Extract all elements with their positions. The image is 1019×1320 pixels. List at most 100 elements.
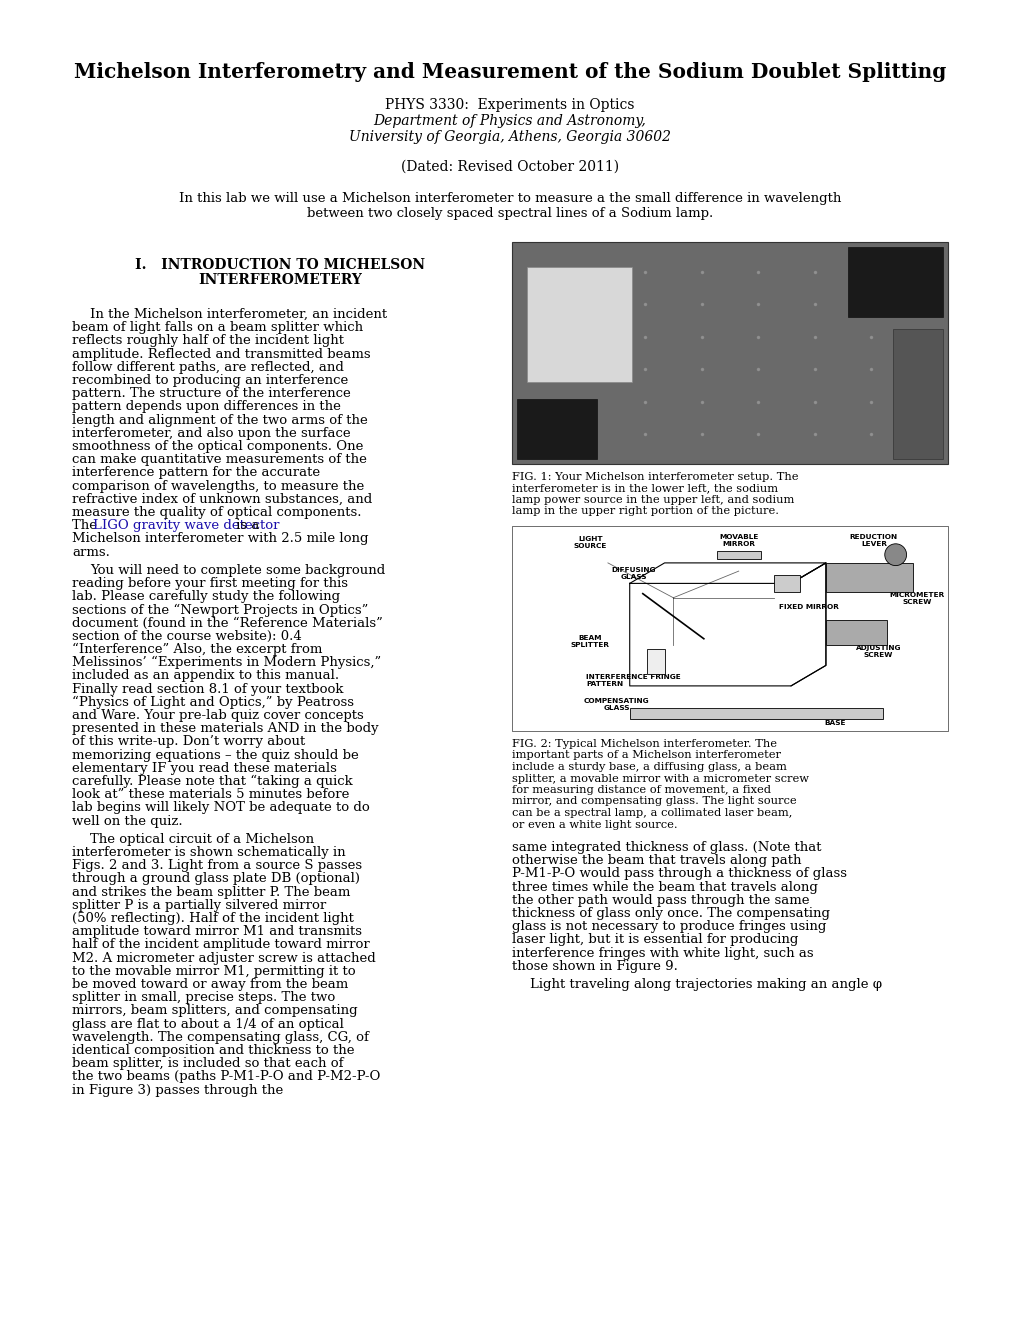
Text: and strikes the beam splitter P. The beam: and strikes the beam splitter P. The bea… (72, 886, 351, 899)
Text: In the Michelson interferometer, an incident: In the Michelson interferometer, an inci… (90, 308, 387, 321)
Text: Light traveling along trajectories making an angle φ: Light traveling along trajectories makin… (530, 978, 881, 991)
Text: INTERFEROMETER
BASE: INTERFEROMETER BASE (797, 713, 871, 726)
Text: presented in these materials AND in the body: presented in these materials AND in the … (72, 722, 378, 735)
Text: glass is not necessary to produce fringes using: glass is not necessary to produce fringe… (512, 920, 825, 933)
Text: document (found in the “Reference Materials”: document (found in the “Reference Materi… (72, 616, 382, 630)
Text: is a: is a (231, 519, 259, 532)
Text: pattern. The structure of the interference: pattern. The structure of the interferen… (72, 387, 351, 400)
Text: In this lab we will use a Michelson interferometer to measure a the small differ: In this lab we will use a Michelson inte… (178, 191, 841, 205)
Text: memorizing equations – the quiz should be: memorizing equations – the quiz should b… (72, 748, 359, 762)
Text: refractive index of unknown substances, and: refractive index of unknown substances, … (72, 492, 372, 506)
Text: amplitude. Reflected and transmitted beams: amplitude. Reflected and transmitted bea… (72, 347, 370, 360)
Text: same integrated thickness of glass. (Note that: same integrated thickness of glass. (Not… (512, 841, 820, 854)
Text: (50% reflecting). Half of the incident light: (50% reflecting). Half of the incident l… (72, 912, 354, 925)
Bar (517, 399, 596, 459)
Text: thickness of glass only once. The compensating: thickness of glass only once. The compen… (512, 907, 829, 920)
Text: lamp in the upper right portion of the picture.: lamp in the upper right portion of the p… (512, 507, 779, 516)
Text: FIXED MIRROR: FIXED MIRROR (777, 605, 838, 610)
Bar (716, 550, 760, 558)
Text: PHYS 3330:  Experiments in Optics: PHYS 3330: Experiments in Optics (385, 98, 634, 112)
Text: interferometer is in the lower left, the sodium: interferometer is in the lower left, the… (512, 483, 777, 494)
Text: can make quantitative measurements of the: can make quantitative measurements of th… (72, 453, 367, 466)
Text: LIGO gravity wave detector: LIGO gravity wave detector (93, 519, 279, 532)
Text: interferometer, and also upon the surface: interferometer, and also upon the surfac… (72, 426, 351, 440)
Text: be moved toward or away from the beam: be moved toward or away from the beam (72, 978, 347, 991)
Text: Finally read section 8.1 of your textbook: Finally read section 8.1 of your textboo… (72, 682, 343, 696)
Text: “Interference” Also, the excerpt from: “Interference” Also, the excerpt from (72, 643, 322, 656)
Text: smoothness of the optical components. One: smoothness of the optical components. On… (72, 440, 363, 453)
Text: important parts of a Michelson interferometer: important parts of a Michelson interfero… (512, 751, 781, 760)
Text: lab begins will likely NOT be adequate to do: lab begins will likely NOT be adequate t… (72, 801, 370, 814)
Bar (527, 267, 632, 381)
Text: MICROMETER
SCREW: MICROMETER SCREW (889, 591, 945, 605)
Text: splitter P is a partially silvered mirror: splitter P is a partially silvered mirro… (72, 899, 326, 912)
Bar (825, 620, 887, 645)
Text: mirrors, beam splitters, and compensating: mirrors, beam splitters, and compensatin… (72, 1005, 358, 1018)
Text: three times while the beam that travels along: three times while the beam that travels … (512, 880, 817, 894)
Bar (629, 709, 881, 718)
Text: You will need to complete some background: You will need to complete some backgroun… (90, 564, 385, 577)
Text: length and alignment of the two arms of the: length and alignment of the two arms of … (72, 413, 368, 426)
Text: M2. A micrometer adjuster screw is attached: M2. A micrometer adjuster screw is attac… (72, 952, 375, 965)
Text: look at” these materials 5 minutes before: look at” these materials 5 minutes befor… (72, 788, 350, 801)
Text: section of the course website): 0.4: section of the course website): 0.4 (72, 630, 302, 643)
Bar (646, 649, 664, 673)
Text: of this write-up. Don’t worry about: of this write-up. Don’t worry about (72, 735, 305, 748)
Text: carefully. Please note that “taking a quick: carefully. Please note that “taking a qu… (72, 775, 353, 788)
Text: beam of light falls on a beam splitter which: beam of light falls on a beam splitter w… (72, 321, 363, 334)
Text: can be a spectral lamp, a collimated laser beam,: can be a spectral lamp, a collimated las… (512, 808, 792, 818)
Text: INTERFERENCE FRINGE
PATTERN: INTERFERENCE FRINGE PATTERN (586, 673, 681, 686)
Text: measure the quality of optical components.: measure the quality of optical component… (72, 506, 361, 519)
Text: those shown in Figure 9.: those shown in Figure 9. (512, 960, 678, 973)
Text: LIGHT
SOURCE: LIGHT SOURCE (574, 536, 606, 549)
Bar (892, 329, 943, 459)
Text: otherwise the beam that travels along path: otherwise the beam that travels along pa… (512, 854, 801, 867)
Text: splitter, a movable mirror with a micrometer screw: splitter, a movable mirror with a microm… (512, 774, 808, 784)
Text: interference fringes with white light, such as: interference fringes with white light, s… (512, 946, 813, 960)
Bar (512, 242, 947, 465)
Text: DIFFUSING
GLASS: DIFFUSING GLASS (611, 568, 655, 579)
Text: I.   INTRODUCTION TO MICHELSON: I. INTRODUCTION TO MICHELSON (135, 257, 425, 272)
Bar (512, 525, 947, 731)
Text: lamp power source in the upper left, and sodium: lamp power source in the upper left, and… (512, 495, 794, 506)
Text: recombined to producing an interference: recombined to producing an interference (72, 374, 347, 387)
Text: elementary IF you read these materials: elementary IF you read these materials (72, 762, 336, 775)
Text: well on the quiz.: well on the quiz. (72, 814, 182, 828)
Text: The optical circuit of a Michelson: The optical circuit of a Michelson (90, 833, 314, 846)
Text: the other path would pass through the same: the other path would pass through the sa… (512, 894, 809, 907)
Text: arms.: arms. (72, 545, 110, 558)
Text: the two beams (paths P-M1-P-O and P-M2-P-O: the two beams (paths P-M1-P-O and P-M2-P… (72, 1071, 380, 1084)
Text: amplitude toward mirror M1 and transmits: amplitude toward mirror M1 and transmits (72, 925, 362, 939)
Text: FIG. 2: Typical Michelson interferometer. The: FIG. 2: Typical Michelson interferometer… (512, 739, 776, 748)
Text: REDUCTION
LEVER: REDUCTION LEVER (849, 535, 897, 548)
Text: sections of the “Newport Projects in Optics”: sections of the “Newport Projects in Opt… (72, 603, 368, 616)
Text: include a sturdy base, a diffusing glass, a beam: include a sturdy base, a diffusing glass… (512, 762, 786, 772)
Text: to the movable mirror M1, permitting it to: to the movable mirror M1, permitting it … (72, 965, 356, 978)
Bar (772, 576, 799, 591)
Text: University of Georgia, Athens, Georgia 30602: University of Georgia, Athens, Georgia 3… (348, 129, 671, 144)
Text: pattern depends upon differences in the: pattern depends upon differences in the (72, 400, 340, 413)
Text: beam splitter, is included so that each of: beam splitter, is included so that each … (72, 1057, 343, 1071)
Text: Department of Physics and Astronomy,: Department of Physics and Astronomy, (373, 114, 646, 128)
Text: BEAM
SPLITTER: BEAM SPLITTER (571, 635, 609, 648)
Text: Michelson interferometer with 2.5 mile long: Michelson interferometer with 2.5 mile l… (72, 532, 368, 545)
Text: ADJUSTING
SCREW: ADJUSTING SCREW (855, 645, 900, 657)
Text: half of the incident amplitude toward mirror: half of the incident amplitude toward mi… (72, 939, 370, 952)
Text: laser light, but it is essential for producing: laser light, but it is essential for pro… (512, 933, 798, 946)
Text: “Physics of Light and Optics,” by Peatross: “Physics of Light and Optics,” by Peatro… (72, 696, 354, 709)
Text: P-M1-P-O would pass through a thickness of glass: P-M1-P-O would pass through a thickness … (512, 867, 846, 880)
Text: INTERFEROMETERY: INTERFEROMETERY (198, 273, 362, 286)
Text: The: The (72, 519, 101, 532)
Text: in Figure 3) passes through the: in Figure 3) passes through the (72, 1084, 283, 1097)
Text: through a ground glass plate DB (optional): through a ground glass plate DB (optiona… (72, 873, 360, 886)
Bar (825, 562, 912, 591)
Text: follow different paths, are reflected, and: follow different paths, are reflected, a… (72, 360, 343, 374)
Text: reflects roughly half of the incident light: reflects roughly half of the incident li… (72, 334, 343, 347)
Text: reading before your first meeting for this: reading before your first meeting for th… (72, 577, 347, 590)
Text: splitter in small, precise steps. The two: splitter in small, precise steps. The tw… (72, 991, 335, 1005)
Bar (847, 247, 943, 317)
Text: MOVABLE
MIRROR: MOVABLE MIRROR (718, 535, 758, 548)
Text: comparison of wavelengths, to measure the: comparison of wavelengths, to measure th… (72, 479, 364, 492)
Text: Figs. 2 and 3. Light from a source S passes: Figs. 2 and 3. Light from a source S pas… (72, 859, 362, 873)
Text: lab. Please carefully study the following: lab. Please carefully study the followin… (72, 590, 339, 603)
